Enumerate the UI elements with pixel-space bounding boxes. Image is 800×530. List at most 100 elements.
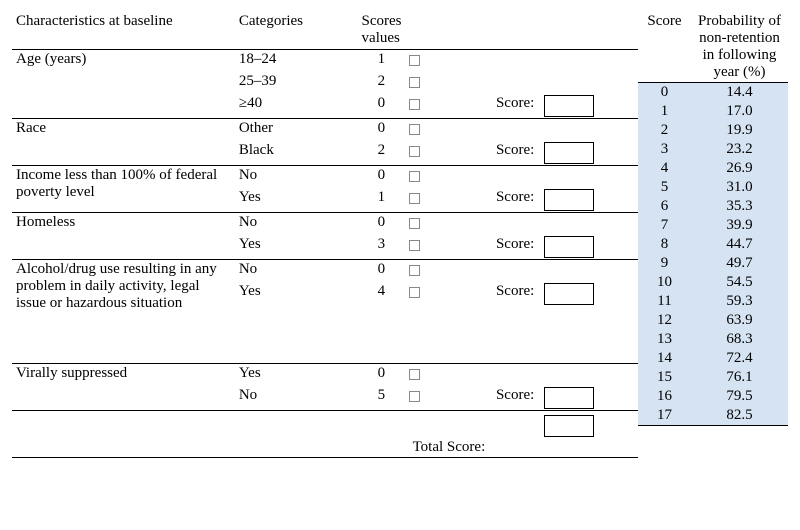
table-row: Alcohol/drug use resulting in any proble… (12, 260, 638, 283)
checkbox-icon[interactable] (409, 287, 420, 298)
score-label: Score: (440, 386, 540, 411)
prob-row: 531.0 (638, 178, 788, 197)
prob-cell: 19.9 (691, 121, 788, 140)
prob-row: 1368.3 (638, 330, 788, 349)
prob-cell: 14.4 (691, 83, 788, 103)
probability-panel: Score Probability of non-retention in fo… (638, 12, 788, 458)
prob-cell: 49.7 (691, 254, 788, 273)
score-input[interactable] (544, 95, 594, 117)
table-row: Homeless No 0 (12, 213, 638, 236)
checkbox-icon[interactable] (409, 218, 420, 229)
total-row (12, 411, 638, 439)
checkbox-icon[interactable] (409, 240, 420, 251)
total-score-input[interactable] (544, 415, 594, 437)
cat-cell: No (235, 166, 358, 189)
cat-cell: ≥40 (235, 94, 358, 119)
score-input[interactable] (544, 189, 594, 211)
cat-cell: No (235, 386, 358, 411)
val-cell: 0 (358, 213, 406, 236)
prob-row: 1054.5 (638, 273, 788, 292)
checkbox-icon[interactable] (409, 146, 420, 157)
score-input[interactable] (544, 142, 594, 164)
scoring-table: Characteristics at baseline Categories S… (12, 12, 638, 458)
table-row: Age (years) 18–24 1 (12, 50, 638, 73)
header-row: Characteristics at baseline Categories S… (12, 12, 638, 50)
checkbox-icon[interactable] (409, 369, 420, 380)
prob-cell: 26.9 (691, 159, 788, 178)
prob-row: 014.4 (638, 83, 788, 103)
val-cell: 5 (358, 386, 406, 411)
score-cell: 0 (638, 83, 691, 103)
prob-row: 219.9 (638, 121, 788, 140)
score-cell: 9 (638, 254, 691, 273)
prob-cell: 63.9 (691, 311, 788, 330)
score-label: Score: (440, 188, 540, 213)
char-homeless: Homeless (12, 213, 235, 260)
score-cell: 1 (638, 102, 691, 121)
prob-cell: 72.4 (691, 349, 788, 368)
checkbox-icon[interactable] (409, 124, 420, 135)
val-cell: 0 (358, 119, 406, 142)
prob-cell: 17.0 (691, 102, 788, 121)
score-cell: 16 (638, 387, 691, 406)
hdr-categories: Categories (235, 12, 358, 50)
score-input[interactable] (544, 236, 594, 258)
prob-cell: 31.0 (691, 178, 788, 197)
val-cell: 1 (358, 50, 406, 73)
prob-cell: 39.9 (691, 216, 788, 235)
prob-cell: 44.7 (691, 235, 788, 254)
cat-cell: Yes (235, 282, 358, 306)
prob-cell: 82.5 (691, 406, 788, 426)
checkbox-icon[interactable] (409, 391, 420, 402)
scoring-panel: Characteristics at baseline Categories S… (12, 12, 638, 458)
prob-row: 1679.5 (638, 387, 788, 406)
score-cell: 12 (638, 311, 691, 330)
prob-cell: 68.3 (691, 330, 788, 349)
hdr-probability: Probability of non-retention in followin… (691, 12, 788, 83)
score-cell: 14 (638, 349, 691, 368)
prob-row: 635.3 (638, 197, 788, 216)
checkbox-icon[interactable] (409, 55, 420, 66)
val-cell: 1 (358, 188, 406, 213)
cat-cell: Black (235, 141, 358, 166)
score-input[interactable] (544, 387, 594, 409)
table-wrap: Characteristics at baseline Categories S… (12, 12, 788, 458)
score-cell: 7 (638, 216, 691, 235)
val-cell: 0 (358, 364, 406, 387)
val-cell: 0 (358, 166, 406, 189)
prob-row: 1472.4 (638, 349, 788, 368)
cat-cell: No (235, 260, 358, 283)
hdr-scores-values: Scores values (358, 12, 441, 50)
prob-row: 117.0 (638, 102, 788, 121)
prob-row: 1782.5 (638, 406, 788, 426)
score-cell: 8 (638, 235, 691, 254)
checkbox-icon[interactable] (409, 265, 420, 276)
prob-row: 739.9 (638, 216, 788, 235)
checkbox-icon[interactable] (409, 171, 420, 182)
checkbox-icon[interactable] (409, 77, 420, 88)
score-label: Score: (440, 94, 540, 119)
prob-cell: 76.1 (691, 368, 788, 387)
val-cell: 2 (358, 141, 406, 166)
prob-row: 323.2 (638, 140, 788, 159)
char-income: Income less than 100% of federal poverty… (12, 166, 235, 213)
table-row: Income less than 100% of federal poverty… (12, 166, 638, 189)
cat-cell: No (235, 213, 358, 236)
score-cell: 3 (638, 140, 691, 159)
checkbox-icon[interactable] (409, 99, 420, 110)
char-alcohol-drug: Alcohol/drug use resulting in any proble… (12, 260, 235, 364)
cat-cell: 25–39 (235, 72, 358, 94)
total-label-row: Total Score: (12, 438, 638, 458)
val-cell: 3 (358, 235, 406, 260)
score-cell: 11 (638, 292, 691, 311)
prob-row: 949.7 (638, 254, 788, 273)
cat-cell: Yes (235, 188, 358, 213)
cat-cell: Yes (235, 364, 358, 387)
score-input[interactable] (544, 283, 594, 305)
prob-cell: 59.3 (691, 292, 788, 311)
checkbox-icon[interactable] (409, 193, 420, 204)
val-cell: 4 (358, 282, 406, 306)
score-cell: 6 (638, 197, 691, 216)
prob-cell: 79.5 (691, 387, 788, 406)
prob-cell: 54.5 (691, 273, 788, 292)
